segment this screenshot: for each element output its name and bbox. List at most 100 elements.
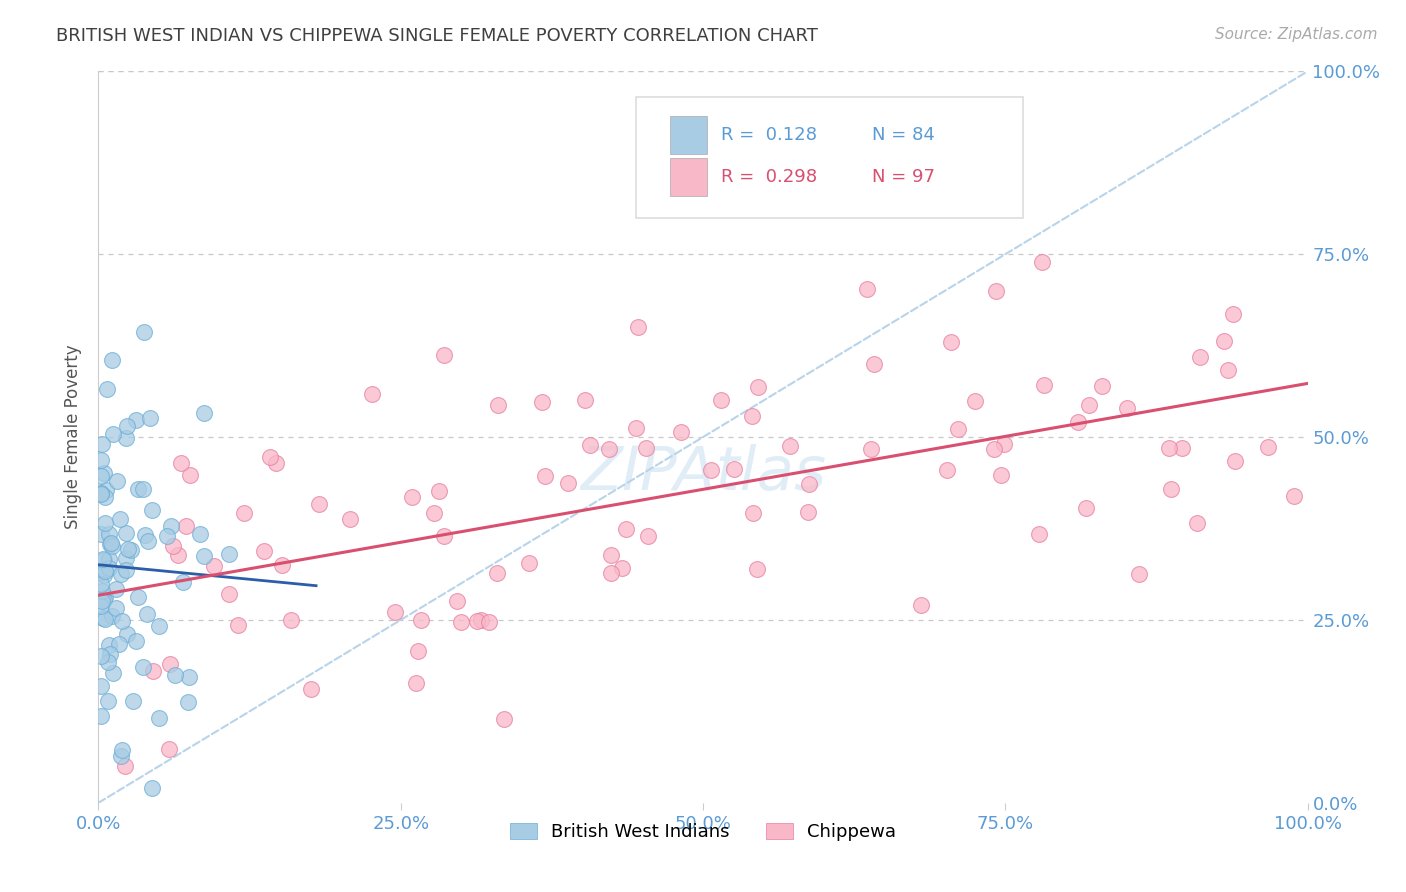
Point	[90, 565, 112, 579]
Point	[860, 442, 883, 456]
Point	[614, 522, 637, 536]
Point	[433, 348, 456, 362]
Point	[162, 539, 184, 553]
Point	[94, 490, 117, 504]
Point	[127, 590, 149, 604]
Point	[90, 469, 112, 483]
Point	[127, 482, 149, 496]
Point	[115, 525, 138, 540]
Point	[1222, 307, 1244, 321]
Point	[478, 615, 501, 630]
Point	[409, 613, 432, 627]
Point	[91, 594, 114, 608]
Point	[91, 611, 114, 625]
Point	[98, 648, 121, 662]
Point	[90, 487, 112, 501]
Point	[104, 582, 127, 596]
Point	[941, 334, 963, 349]
Point	[101, 666, 124, 681]
Point	[97, 655, 120, 669]
Point	[90, 599, 112, 613]
Point	[1074, 501, 1097, 516]
Point	[446, 594, 468, 608]
Point	[485, 566, 508, 581]
Point	[97, 694, 120, 708]
Point	[132, 660, 155, 674]
Point	[98, 560, 121, 574]
Point	[93, 590, 115, 604]
Point	[94, 516, 117, 531]
Point	[90, 527, 112, 541]
Point	[91, 552, 114, 566]
Point	[1031, 254, 1053, 268]
Point	[101, 539, 124, 553]
Point	[90, 453, 112, 467]
Point	[699, 463, 721, 477]
Point	[142, 665, 165, 679]
Point	[120, 543, 142, 558]
Point	[710, 393, 733, 408]
Point	[101, 608, 124, 623]
Point	[93, 553, 115, 567]
Point	[1128, 567, 1150, 582]
Point	[100, 352, 122, 367]
Point	[1218, 362, 1240, 376]
Legend: British West Indians, Chippewa: British West Indians, Chippewa	[502, 816, 904, 848]
Point	[110, 511, 132, 525]
Point	[90, 648, 112, 663]
Point	[111, 614, 134, 628]
Text: Source: ZipAtlas.com: Source: ZipAtlas.com	[1215, 27, 1378, 42]
Point	[745, 562, 768, 576]
Point	[138, 533, 160, 548]
Point	[122, 694, 145, 708]
Point	[612, 561, 634, 575]
Point	[159, 657, 181, 671]
Point	[148, 711, 170, 725]
Point	[115, 626, 138, 640]
Point	[741, 506, 763, 520]
Point	[935, 463, 957, 477]
Point	[1213, 334, 1236, 349]
Point	[779, 439, 801, 453]
Point	[111, 742, 134, 756]
Point	[165, 668, 187, 682]
Point	[531, 395, 554, 409]
Point	[93, 568, 115, 582]
Point	[132, 325, 155, 339]
Point	[115, 563, 138, 577]
Point	[91, 437, 114, 451]
Point	[94, 612, 117, 626]
Point	[637, 529, 659, 543]
Point	[193, 549, 215, 564]
Point	[167, 548, 190, 562]
Point	[117, 542, 139, 557]
Point	[90, 709, 112, 723]
Point	[97, 638, 120, 652]
Point	[100, 536, 122, 550]
Point	[308, 497, 330, 511]
Point	[1257, 440, 1279, 454]
Point	[1078, 398, 1101, 412]
Point	[188, 527, 211, 541]
Point	[361, 387, 384, 401]
Text: R =  0.298: R = 0.298	[721, 169, 817, 186]
Point	[179, 468, 201, 483]
Point	[517, 556, 540, 570]
Text: BRITISH WEST INDIAN VS CHIPPEWA SINGLE FEMALE POVERTY CORRELATION CHART: BRITISH WEST INDIAN VS CHIPPEWA SINGLE F…	[56, 27, 818, 45]
Point	[910, 598, 932, 612]
Text: ZIPAtlas: ZIPAtlas	[581, 444, 825, 503]
Point	[863, 357, 886, 371]
Point	[406, 644, 429, 658]
Point	[1091, 379, 1114, 393]
Point	[384, 605, 406, 619]
Point	[94, 483, 117, 497]
Point	[115, 431, 138, 445]
Point	[93, 466, 115, 480]
Point	[226, 618, 249, 632]
Point	[405, 676, 427, 690]
Point	[98, 536, 121, 550]
Point	[1159, 441, 1181, 455]
Point	[983, 442, 1005, 457]
Point	[134, 527, 156, 541]
Point	[148, 619, 170, 633]
